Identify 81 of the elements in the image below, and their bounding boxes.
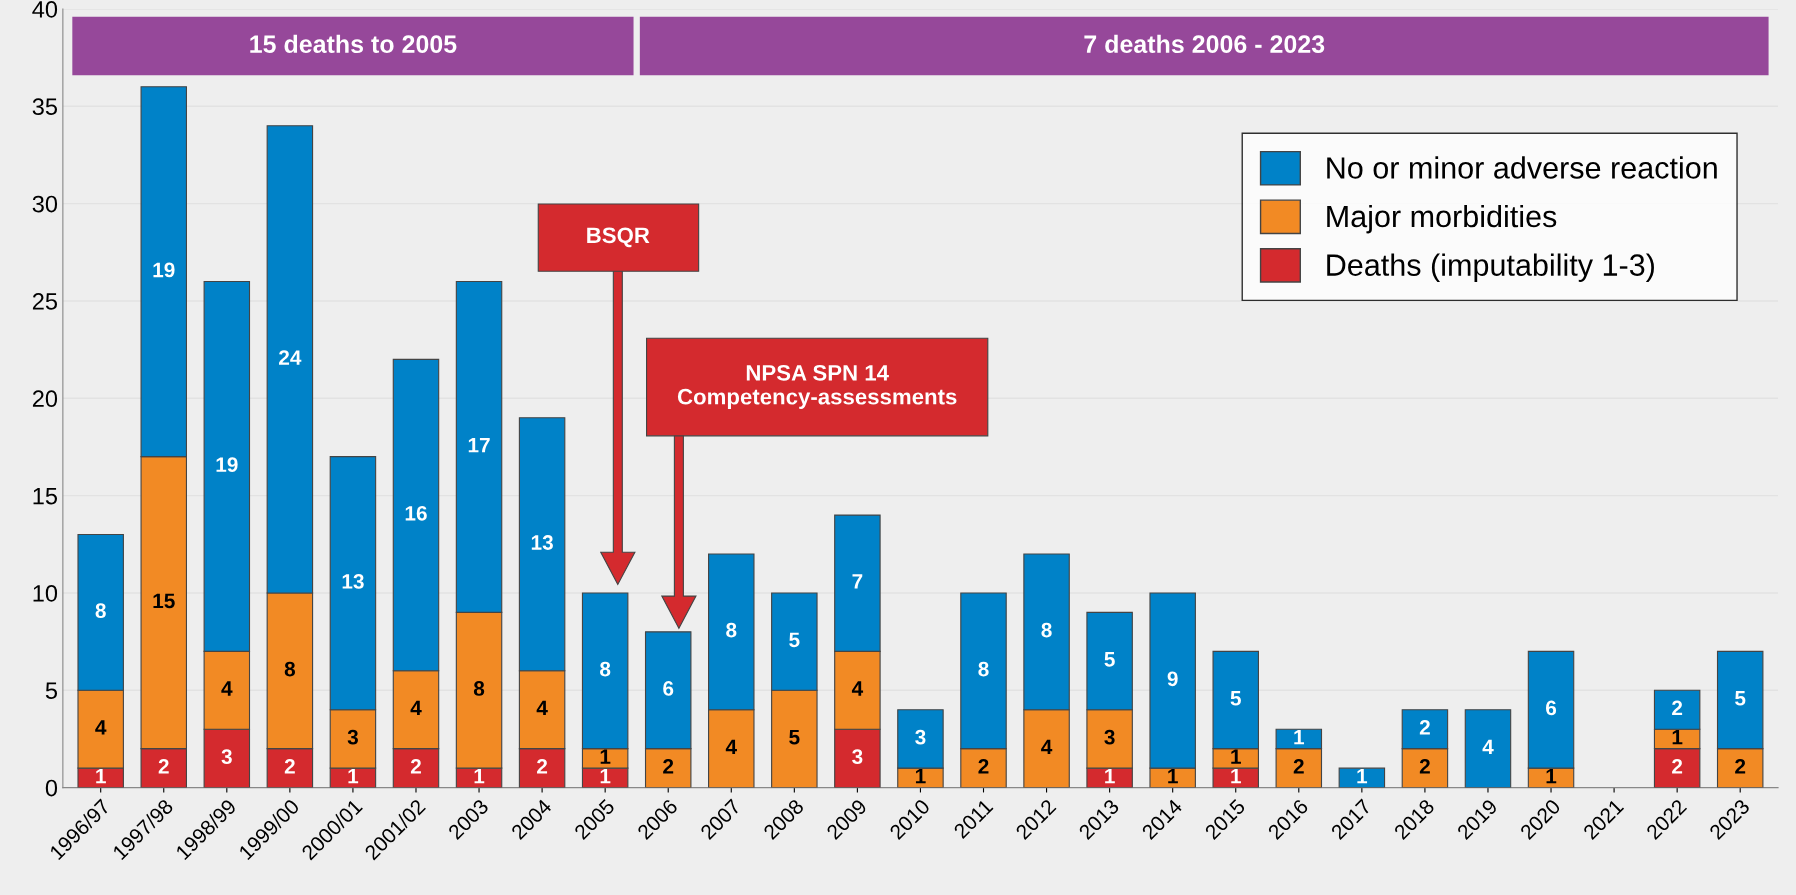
data-label: 2 <box>158 758 169 774</box>
data-label: 1 <box>1231 768 1241 784</box>
data-label: 1 <box>1672 729 1683 745</box>
y-tick-label: 0 <box>45 779 58 797</box>
data-label: 13 <box>531 535 553 550</box>
y-tick-label: 5 <box>45 682 58 700</box>
data-label: 4 <box>536 700 548 716</box>
data-label: 1 <box>1168 768 1178 784</box>
bar <box>1338 767 1386 788</box>
data-label: 6 <box>1546 700 1557 716</box>
data-label: 1 <box>600 749 611 764</box>
annotation: BSQR <box>587 227 650 248</box>
legend-label: Deaths (imputability 1-3) <box>1327 253 1654 282</box>
data-label: 8 <box>1041 622 1052 638</box>
data-label: 19 <box>153 262 175 278</box>
data-label: 2 <box>1293 758 1304 774</box>
data-label: 13 <box>342 574 364 589</box>
data-label: 16 <box>405 505 427 521</box>
data-label: 1 <box>1357 768 1368 784</box>
data-label: 4 <box>221 681 233 696</box>
data-label: 4 <box>1041 739 1053 755</box>
data-label: 1 <box>474 768 485 784</box>
data-label: 1 <box>1546 768 1557 784</box>
data-label: 19 <box>216 457 238 472</box>
data-label: 2 <box>1735 758 1746 774</box>
data-label: 8 <box>726 622 737 638</box>
data-label: 2 <box>284 758 295 774</box>
data-label: 3 <box>347 729 358 745</box>
legend-label: No or minor adverse reaction <box>1327 156 1717 179</box>
y-tick-label: 40 <box>32 1 58 18</box>
data-label: 15 <box>153 593 175 609</box>
y-tick-label: 30 <box>32 195 58 213</box>
band-label: 7 deaths 2006 - 2023 <box>1084 34 1325 54</box>
data-label: 8 <box>978 661 989 677</box>
data-label: 2 <box>1672 700 1683 716</box>
y-tick-label: 10 <box>33 585 58 602</box>
data-label: 1 <box>96 768 106 784</box>
data-label: 2 <box>1419 758 1430 774</box>
data-label: 8 <box>95 603 106 618</box>
data-label: 1 <box>1231 749 1241 764</box>
y-tick-label: 25 <box>32 293 58 310</box>
data-label: 4 <box>1482 739 1494 755</box>
data-label: 24 <box>279 350 302 365</box>
data-label: 4 <box>95 720 107 735</box>
data-label: 5 <box>789 632 800 648</box>
data-label: 5 <box>1230 691 1241 706</box>
data-label: 1 <box>600 768 611 784</box>
data-label: 1 <box>1105 768 1115 784</box>
data-label: 2 <box>537 758 548 774</box>
data-label: 8 <box>284 661 296 677</box>
band-label: 15 deaths to 2005 <box>250 34 457 54</box>
data-label: 8 <box>600 661 611 677</box>
data-label: 3 <box>1104 729 1115 745</box>
data-label: 2 <box>978 758 989 774</box>
data-label: 6 <box>663 681 674 696</box>
data-label: 3 <box>221 749 232 765</box>
data-label: 2 <box>1672 758 1683 774</box>
data-label: 5 <box>1735 691 1746 706</box>
data-label: 1 <box>348 768 359 784</box>
bar <box>1464 709 1512 788</box>
data-label: 3 <box>852 749 863 765</box>
y-tick-label: 35 <box>32 98 58 116</box>
data-label: 2 <box>410 758 421 774</box>
data-label: 3 <box>915 729 926 745</box>
data-label: 8 <box>473 681 485 696</box>
data-label: 2 <box>663 758 674 774</box>
data-label: 5 <box>789 729 800 745</box>
data-label: 5 <box>1104 652 1115 667</box>
data-label: 1 <box>1294 729 1305 745</box>
data-label: 2 <box>1419 720 1430 735</box>
data-label: 17 <box>468 438 490 453</box>
y-tick-label: 20 <box>32 390 58 408</box>
legend-label: Major morbidities <box>1327 204 1557 234</box>
data-label: 9 <box>1167 671 1178 687</box>
data-label: 1 <box>915 768 926 784</box>
annotation: NPSA SPN 14 Competency-assessments <box>677 364 957 409</box>
data-label: 4 <box>410 700 422 716</box>
y-tick-label: 15 <box>33 487 58 505</box>
data-label: 4 <box>851 681 864 696</box>
data-label: 7 <box>852 574 863 589</box>
data-label: 4 <box>725 739 737 755</box>
